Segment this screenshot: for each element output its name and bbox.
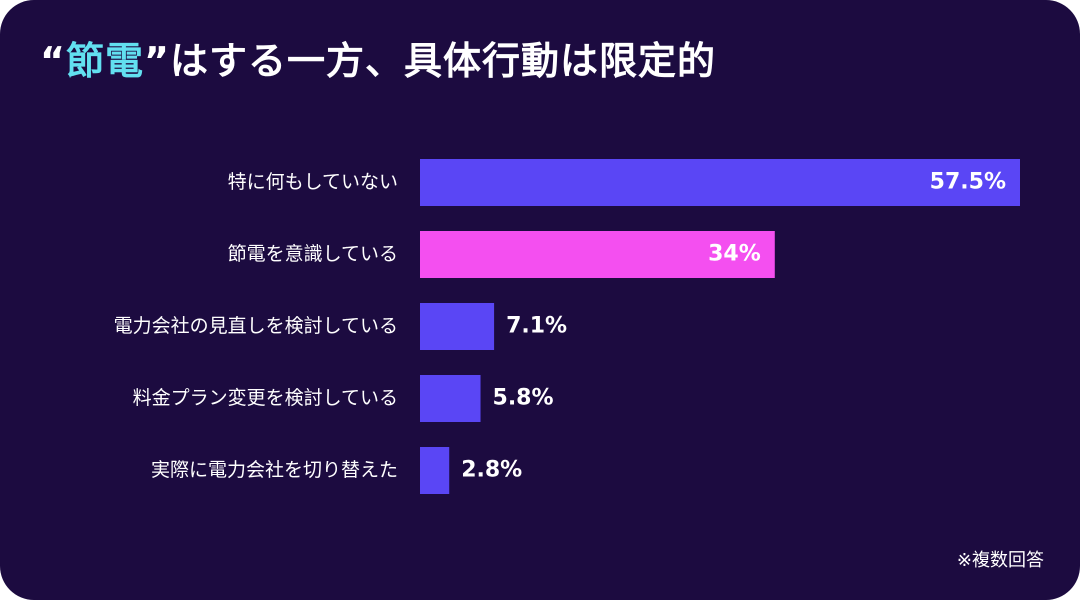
category-label-4: 実際に電力会社を切り替えた — [151, 459, 398, 481]
bar-0 — [420, 159, 1020, 206]
category-label-3: 料金プラン変更を検討している — [133, 387, 398, 409]
title-rest: はする一方、具体行動は限定的 — [169, 39, 716, 83]
title-quote-open: “ — [40, 39, 66, 83]
bar-3 — [420, 375, 481, 422]
category-label-2: 電力会社の見直しを検討している — [114, 315, 398, 337]
title-quote-close: ” — [144, 39, 170, 83]
footnote: ※複数回答 — [956, 550, 1044, 571]
bar-1 — [420, 231, 775, 278]
value-label-0: 57.5% — [930, 170, 1006, 195]
value-label-2: 7.1% — [506, 314, 567, 339]
title-accent: 節電 — [65, 39, 144, 83]
value-label-3: 5.8% — [493, 386, 554, 411]
bar-4 — [420, 447, 450, 494]
category-label-1: 節電を意識している — [228, 243, 398, 265]
chart-title: “節電”はする一方、具体行動は限定的 — [40, 30, 716, 85]
value-label-1: 34% — [708, 242, 761, 267]
value-label-4: 2.8% — [461, 458, 522, 483]
bar-2 — [420, 303, 495, 350]
category-label-0: 特に何もしていない — [228, 171, 398, 193]
